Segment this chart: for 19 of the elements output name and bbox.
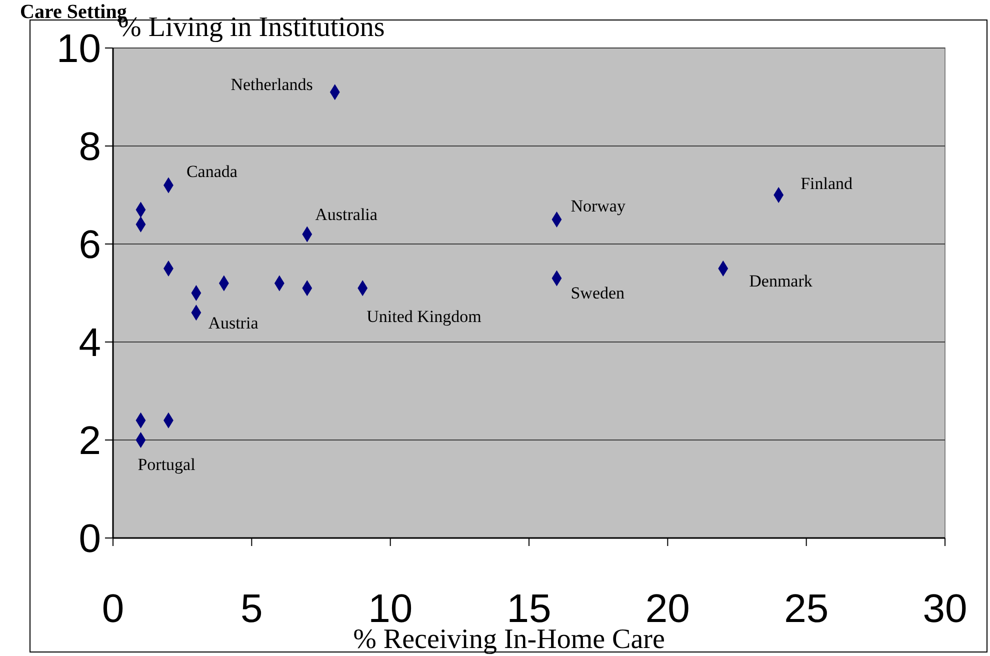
y-tick-label: 6 (78, 223, 101, 267)
annotation: Netherlands (230, 75, 313, 94)
x-tick-label: 25 (784, 587, 829, 631)
y-tick-label: 8 (78, 125, 101, 169)
y-tick-label: 10 (56, 27, 101, 71)
annotation: Australia (315, 205, 378, 224)
x-tick-label: 30 (922, 587, 968, 631)
annotation: Portugal (138, 455, 196, 474)
annotation: Norway (570, 196, 626, 216)
y-tick-label: 0 (78, 517, 101, 561)
annotation: Denmark (749, 272, 813, 290)
y-tick-label: 2 (78, 419, 101, 463)
annotation: Austria (208, 314, 259, 333)
annotation: Sweden (570, 283, 626, 302)
annotation: Finland (800, 174, 854, 193)
y-tick-label: 4 (78, 321, 101, 365)
annotation: United Kingdom (366, 307, 482, 326)
annotation: Canada (186, 162, 238, 182)
x-tick-label: 5 (240, 587, 263, 631)
